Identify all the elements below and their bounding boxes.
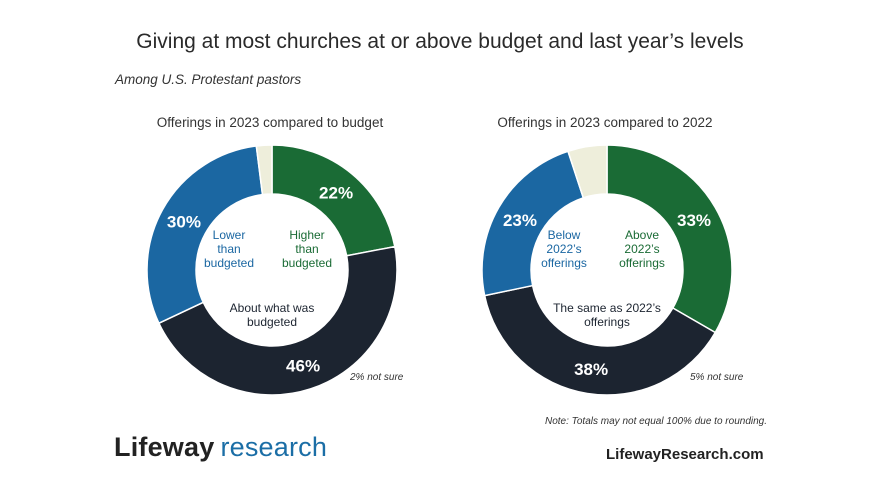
slice-inner-label: Higher than budgeted: [282, 228, 332, 270]
logo-brand: Lifeway: [114, 432, 215, 462]
slice-pct-label: 23%: [503, 211, 537, 230]
not-sure-note-1: 2% not sure: [350, 372, 404, 383]
slice-the-same-as-2022-s-offerings: [483, 284, 717, 396]
slice-about-what-was-budgeted: [157, 245, 398, 396]
slice-above-2022-s-offerings: [606, 144, 733, 334]
slice-pct-label: 33%: [677, 211, 711, 230]
logo-sub: research: [220, 432, 328, 462]
slice-not-sure: [255, 144, 273, 196]
slice-lower-than-budgeted: [146, 145, 264, 325]
slice-not-sure: [567, 144, 608, 199]
not-sure-note-2: 5% not sure: [690, 372, 744, 383]
slice-inner-label: About what was budgeted: [230, 301, 315, 329]
slice-pct-label: 22%: [319, 184, 353, 203]
lifeway-research-logo: Lifeway research: [114, 432, 327, 463]
slice-pct-label: 30%: [167, 213, 201, 232]
donut-chart-budget: 22% Higher than budgeted 46% About what was bu…: [146, 144, 398, 396]
donut-chart-2022: 33% Above 2022’s offerings 38% The same as 20…: [481, 144, 733, 396]
slice-inner-label: The same as 2022’s offerings: [553, 301, 661, 329]
slice-inner-label: Below 2022’s offerings: [541, 228, 587, 270]
donut-2-title: Offerings in 2023 compared to 2022: [497, 115, 713, 130]
rounding-note: Note: Totals may not equal 100% due to r…: [545, 416, 768, 427]
slice-inner-label: Above 2022’s offerings: [619, 228, 665, 270]
slice-pct-label: 46%: [286, 357, 320, 376]
donut-1-title: Offerings in 2023 compared to budget: [156, 115, 384, 130]
chart-subtitle: Among U.S. Protestant pastors: [115, 72, 302, 87]
chart-title: Giving at most churches at or above budg…: [136, 30, 744, 53]
slice-pct-label: 38%: [574, 360, 608, 379]
website-link[interactable]: LifewayResearch.com: [606, 446, 764, 463]
slice-inner-label: Lower than budgeted: [204, 228, 254, 270]
